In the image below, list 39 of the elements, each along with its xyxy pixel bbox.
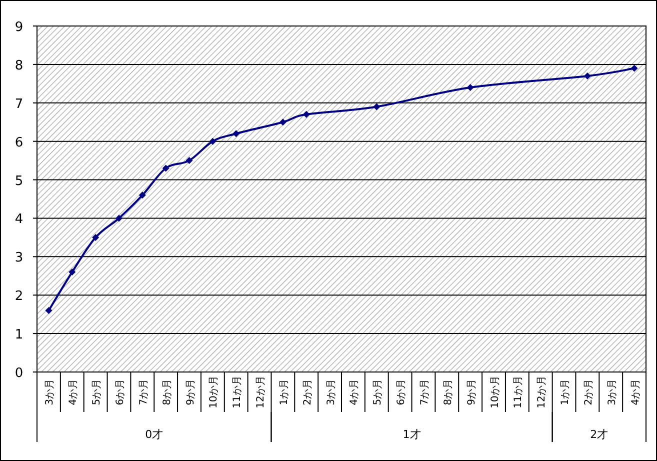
y-tick-label: 4: [14, 212, 24, 228]
group-label: 2才: [590, 428, 608, 441]
x-tick-label: 12か月: [536, 376, 548, 408]
x-tick-label: 2か月: [583, 378, 594, 406]
x-tick-label: 8か月: [162, 378, 173, 406]
y-tick-label: 6: [14, 135, 24, 150]
x-tick-label: 7か月: [419, 378, 430, 406]
x-tick-label: 1か月: [560, 378, 572, 406]
x-tick-label: 6か月: [114, 378, 126, 406]
x-tick-label: 1か月: [278, 378, 290, 406]
x-tick-label: 10か月: [490, 376, 501, 408]
x-tick-label: 4か月: [630, 378, 642, 406]
y-tick-label: 8: [14, 58, 24, 74]
y-tick-label: 3: [14, 250, 24, 266]
x-tick-label: 9か月: [466, 378, 478, 406]
x-tick-label: 11か月: [513, 376, 524, 408]
x-tick-label: 5か月: [372, 378, 384, 406]
x-tick-label: 10か月: [208, 376, 220, 408]
x-tick-label: 11か月: [232, 376, 244, 408]
y-tick-label: 9: [14, 20, 24, 35]
x-tick-label: 8か月: [442, 378, 454, 406]
group-label: 0才: [145, 428, 164, 441]
x-tick-label: 7か月: [138, 378, 150, 406]
x-tick-label: 5か月: [92, 378, 103, 406]
x-tick-label: 9か月: [185, 378, 196, 406]
y-tick-label: 7: [14, 96, 24, 112]
x-tick-label: 12か月: [256, 376, 267, 408]
x-tick-label: 2か月: [302, 378, 314, 406]
x-tick-label: 3か月: [326, 378, 337, 406]
x-tick-label: 6か月: [396, 378, 408, 406]
y-tick-label: 1: [14, 328, 24, 343]
x-tick-label: 3か月: [606, 378, 618, 406]
x-tick-label: 4か月: [349, 378, 360, 406]
x-tick-label: 3か月: [44, 378, 56, 406]
x-tick-label: 4か月: [68, 378, 80, 406]
y-tick-label: 0: [14, 366, 24, 381]
y-tick-label: 2: [14, 289, 24, 304]
y-tick-label: 5: [14, 174, 24, 189]
group-label: 1才: [402, 428, 421, 441]
